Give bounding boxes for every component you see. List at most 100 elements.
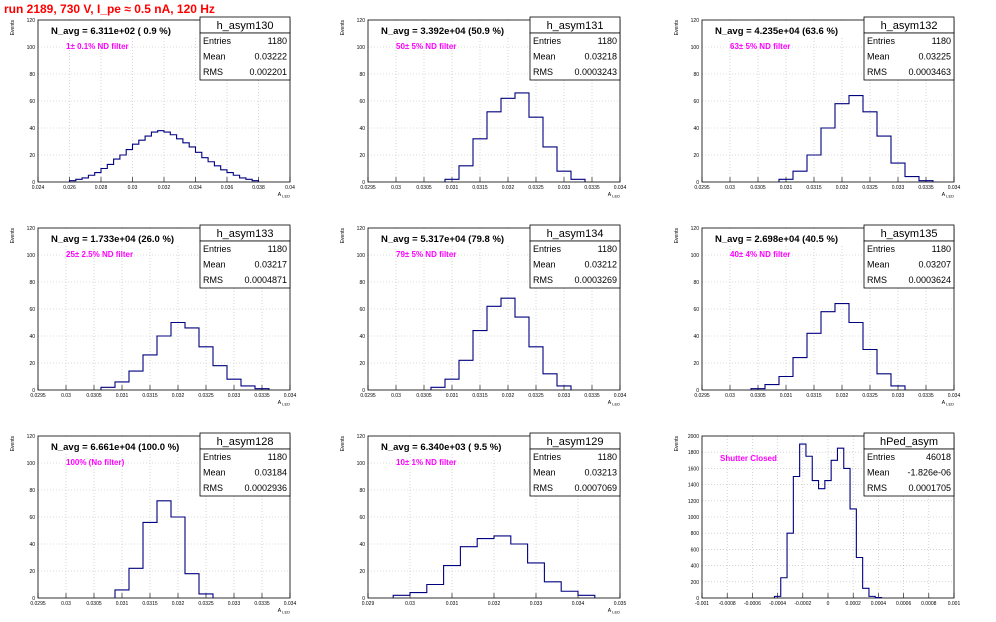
stats-label: Mean <box>203 260 226 270</box>
y-tick-label: 1000 <box>688 515 699 521</box>
histogram-bin <box>543 374 557 390</box>
histogram-bin <box>837 448 843 598</box>
y-tick-label: 120 <box>691 226 700 232</box>
stats-value: 0.03212 <box>584 260 617 270</box>
plot-frame <box>367 435 621 599</box>
histogram-bin <box>856 558 862 599</box>
histogram-outline <box>778 95 934 182</box>
y-tick-label: 80 <box>359 72 365 78</box>
stats-label: Mean <box>867 468 890 478</box>
histogram-bin <box>501 298 515 390</box>
stats-value: 1180 <box>268 244 287 254</box>
y-tick-label: 0 <box>32 180 35 186</box>
y-tick-label: 100 <box>27 461 36 467</box>
stats-label: Entries <box>867 36 896 46</box>
x-tick-label: 0.032 <box>836 393 849 399</box>
x-tick-label: 0.0315 <box>472 393 488 399</box>
histogram-bin <box>171 323 185 391</box>
stats-label: RMS <box>867 275 887 285</box>
x-tick-label: 0.034 <box>572 601 585 607</box>
histogram-bin <box>459 360 473 390</box>
stats-label: RMS <box>533 275 553 285</box>
x-tick-label: 0.0305 <box>750 393 766 399</box>
y-tick-label: 80 <box>29 488 35 494</box>
x-tick-label: 0.0305 <box>86 393 102 399</box>
plot-frame <box>37 227 291 391</box>
histogram-bin <box>221 170 227 182</box>
avg-label: N_avg = 5.317e+04 (79.8 %) <box>381 234 504 245</box>
stats-box <box>199 448 291 497</box>
stats-box-title: h_asym133 <box>217 228 274 240</box>
stats-box-title: hPed_asym <box>880 436 938 448</box>
x-tick-label: 0.031 <box>116 393 129 399</box>
y-tick-label: 0 <box>362 180 365 186</box>
histogram-bin <box>227 173 233 182</box>
x-tick-label: 0.033 <box>892 393 905 399</box>
stats-value: 1180 <box>598 244 617 254</box>
avg-label-bg <box>376 23 526 37</box>
stats-value: 1180 <box>268 36 287 46</box>
y-tick-label: 600 <box>691 547 700 553</box>
x-tick-label: 0.0335 <box>918 393 934 399</box>
x-tick-label: -0.0006 <box>744 601 761 607</box>
y-tick-label: 20 <box>29 569 35 575</box>
y-tick-label: 0 <box>696 180 699 186</box>
x-tick-label: 0.034 <box>614 393 627 399</box>
histogram-outline <box>444 92 586 182</box>
plot-frame <box>37 19 291 183</box>
plot-frame <box>37 435 291 599</box>
stats-value: 46018 <box>926 452 951 462</box>
stats-value: 1180 <box>598 452 617 462</box>
filter-label: 10± 1% ND filter <box>396 458 456 467</box>
stats-box <box>863 32 955 81</box>
y-tick-label: 120 <box>27 18 36 24</box>
y-tick-label: 1200 <box>688 499 699 505</box>
y-tick-label: 400 <box>691 564 700 570</box>
y-tick-label: 80 <box>359 488 365 494</box>
x-tick-label: 0.0004 <box>871 601 887 607</box>
x-axis-label: A LED <box>942 192 954 199</box>
x-tick-label: 0.034 <box>284 601 297 607</box>
x-tick-label: 0.03 <box>405 601 415 607</box>
x-tick-label: 0.032 <box>488 601 501 607</box>
y-tick-label: 120 <box>27 434 36 440</box>
x-tick-label: 0.0335 <box>918 185 934 191</box>
x-tick-label: 0.03 <box>725 185 735 191</box>
y-tick-label: 120 <box>27 226 36 232</box>
histogram-outline <box>430 297 572 390</box>
histogram-bin <box>107 164 113 182</box>
x-tick-label: 0.033 <box>228 601 241 607</box>
x-tick-label: 0.0295 <box>360 185 376 191</box>
x-tick-label: 0.0315 <box>142 601 158 607</box>
x-tick-label: 0.0295 <box>30 601 46 607</box>
stats-value: 0.0001705 <box>908 483 951 493</box>
histogram-bin <box>473 139 487 182</box>
y-tick-label: 40 <box>29 126 35 132</box>
histogram-bin <box>202 158 208 182</box>
histogram-bin <box>812 481 818 598</box>
stats-value: 1180 <box>598 36 617 46</box>
histogram-outline <box>392 535 596 598</box>
x-tick-label: 0.0002 <box>846 601 862 607</box>
y-tick-label: 80 <box>359 280 365 286</box>
y-tick-label: 60 <box>29 99 35 105</box>
histogram-bin <box>157 501 171 598</box>
stats-label: Entries <box>867 244 896 254</box>
histogram-bin <box>177 139 183 182</box>
stats-label: Mean <box>533 468 556 478</box>
histogram-bin <box>185 328 199 390</box>
x-tick-label: 0.035 <box>614 601 627 607</box>
x-tick-label: 0.03 <box>61 601 71 607</box>
filter-label: 50± 5% ND filter <box>396 42 456 51</box>
stats-box-title: h_asym134 <box>547 228 604 240</box>
stats-label: RMS <box>203 483 223 493</box>
histogram-outline <box>68 130 260 182</box>
y-tick-label: 120 <box>691 18 700 24</box>
histogram-outline <box>750 303 906 390</box>
y-tick-label: 40 <box>359 334 365 340</box>
stats-value: 0.03217 <box>254 260 287 270</box>
x-tick-label: 0.033 <box>530 601 543 607</box>
stats-value: 0.03218 <box>584 52 617 62</box>
x-tick-label: 0.0325 <box>198 393 214 399</box>
